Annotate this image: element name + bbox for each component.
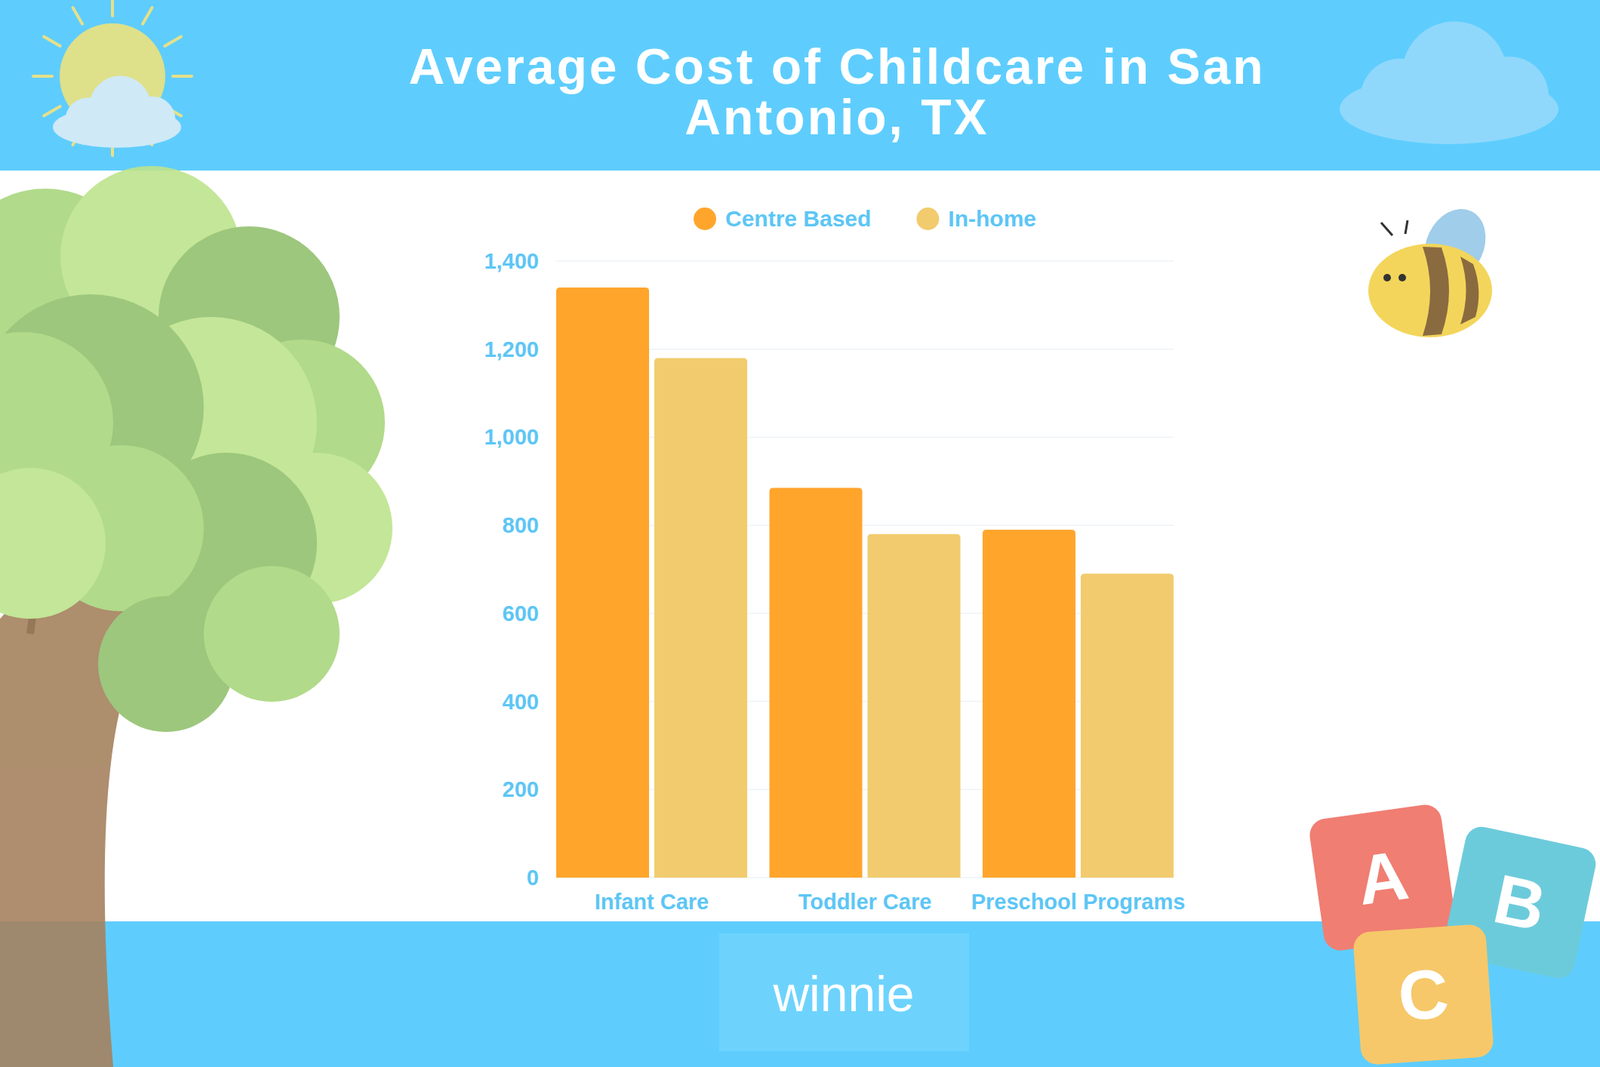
cloud-right (1339, 21, 1559, 145)
bee-eye (1383, 273, 1391, 282)
chart: 0 200 400 600 800 1,000 1,200 1,400 Infant Care T… (483, 206, 1185, 914)
legend: Centre Based In-home (693, 206, 1037, 231)
bee-antenna (1381, 220, 1408, 236)
tree (0, 166, 393, 1067)
cloud-left (52, 76, 182, 148)
sun-ray (73, 7, 84, 25)
bar (556, 287, 650, 878)
sun-ray (164, 36, 182, 47)
bee-stripe (1422, 246, 1450, 336)
logo-box (719, 933, 970, 1052)
bar (654, 357, 748, 878)
y-tick-label: 1,000 (483, 424, 539, 450)
sun-ray (172, 74, 192, 78)
y-tick-label: 1,200 (483, 337, 539, 362)
y-tick-label: 600 (502, 601, 539, 626)
bar (982, 529, 1076, 878)
legend-item: Centre Based (693, 206, 871, 231)
sun-ray (110, 0, 114, 16)
bar (867, 534, 961, 878)
x-tick-label: Infant Care (594, 889, 709, 914)
bee-stripe (1460, 256, 1479, 325)
background (0, 0, 1600, 1067)
x-tick-label: Toddler Care (798, 889, 933, 914)
sun-ray (33, 74, 53, 78)
tree-leaves (0, 467, 106, 619)
tree-leaves (203, 566, 340, 702)
legend-swatch (693, 207, 717, 231)
block-letter: C (1395, 954, 1451, 1035)
bars (556, 287, 1174, 878)
legend-item: In-home (916, 206, 1037, 231)
cloud-part (129, 96, 176, 143)
logo: winnie (772, 966, 914, 1022)
bee-body (1368, 243, 1493, 338)
bar (1080, 573, 1174, 878)
x-tick-label: Preschool Programs (971, 889, 1186, 914)
bee-eye (1398, 273, 1407, 282)
sun-ray (43, 106, 61, 117)
y-tick-label: 400 (502, 689, 539, 714)
header-band (0, 0, 1600, 171)
title-line: Average Cost of Childcare in San (408, 38, 1265, 95)
footer-band (0, 921, 1600, 1067)
bee (1368, 199, 1498, 338)
page: Average Cost of Childcare in SanAntonio,… (0, 0, 1600, 1067)
legend-swatch (916, 207, 939, 231)
letter-block: C (1352, 923, 1495, 1066)
title: Average Cost of Childcare in SanAntonio,… (408, 38, 1265, 145)
sun-ray (43, 36, 61, 47)
legend-label: Centre Based (725, 206, 871, 231)
y-tick-label: 0 (526, 865, 539, 890)
y-tick-label: 800 (502, 513, 539, 538)
sun (33, 0, 192, 156)
grid-line (556, 260, 1174, 262)
y-tick-label: 1,400 (483, 249, 539, 274)
legend-label: In-home (947, 206, 1037, 231)
sun-ray (142, 7, 153, 25)
cloud-part (1470, 56, 1549, 136)
bar (769, 488, 862, 878)
title-line: Antonio, TX (684, 89, 989, 145)
block-letter: A (1352, 836, 1413, 920)
y-tick-label: 200 (502, 777, 539, 802)
block-letter: B (1487, 859, 1553, 946)
block-face (1352, 923, 1495, 1066)
